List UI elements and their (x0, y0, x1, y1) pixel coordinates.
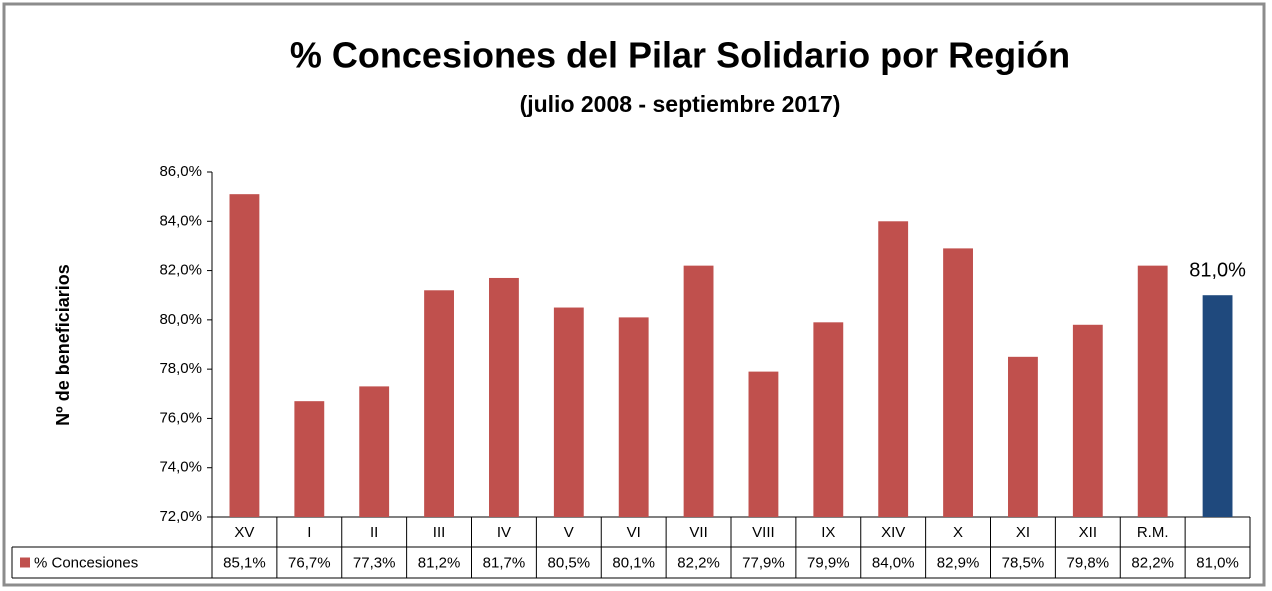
x-tick-label: XII (1079, 524, 1097, 541)
x-tick-label: XV (234, 524, 254, 541)
table-value: 78,5% (1002, 554, 1045, 571)
table-value: 77,3% (353, 554, 396, 571)
y-tick-label: 84,0% (159, 212, 202, 229)
chart-subtitle: (julio 2008 - septiembre 2017) (520, 91, 841, 117)
x-tick-label: III (433, 524, 446, 541)
table-value: 85,1% (223, 554, 266, 571)
bar (1072, 324, 1103, 517)
bar (1137, 265, 1168, 517)
bar (489, 277, 519, 517)
table-value: 79,8% (1067, 554, 1110, 571)
table-value: 80,5% (548, 554, 591, 571)
table-value: 76,7% (288, 554, 331, 571)
x-tick-label: IV (497, 524, 511, 541)
table-value: 81,7% (483, 554, 526, 571)
table-value: 77,9% (742, 554, 785, 571)
table-value: 81,2% (418, 554, 461, 571)
y-tick-label: 76,0% (159, 409, 202, 426)
x-tick-label: II (370, 524, 378, 541)
bar (553, 307, 584, 517)
y-axis-title: Nº de beneficiarios (53, 264, 73, 426)
table-value: 80,1% (612, 554, 655, 571)
bar (229, 194, 260, 517)
x-tick-label: I (307, 524, 311, 541)
chart-title: % Concesiones del Pilar Solidario por Re… (290, 35, 1070, 76)
legend-swatch (20, 557, 30, 568)
x-tick-label: X (953, 524, 963, 541)
table-value: 84,0% (872, 554, 915, 571)
bar (1008, 356, 1038, 517)
y-tick-label: 78,0% (159, 360, 202, 377)
bar (878, 221, 909, 518)
table-value: 79,9% (807, 554, 850, 571)
bar (943, 248, 973, 517)
y-tick-label: 72,0% (159, 508, 202, 525)
bar (748, 371, 779, 517)
x-tick-label: IX (821, 524, 835, 541)
bar (359, 386, 390, 517)
bar (618, 317, 649, 517)
bar (424, 290, 454, 517)
x-tick-label: XIV (881, 524, 905, 541)
y-tick-label: 74,0% (159, 459, 202, 476)
x-tick-label: VIII (752, 524, 775, 541)
x-tick-label: V (564, 524, 574, 541)
bar (1202, 295, 1233, 517)
x-tick-label: XI (1016, 524, 1030, 541)
x-tick-label: R.M. (1137, 524, 1169, 541)
bar (683, 265, 714, 517)
y-tick-label: 80,0% (159, 311, 202, 328)
table-value: 82,2% (1131, 554, 1174, 571)
y-tick-label: 82,0% (159, 262, 202, 279)
legend-label: % Concesiones (34, 554, 138, 571)
x-tick-label: VII (689, 524, 707, 541)
y-tick-label: 86,0% (159, 163, 202, 180)
bar (813, 322, 844, 517)
table-value: 82,2% (677, 554, 720, 571)
data-label: 81,0% (1189, 259, 1246, 281)
bar (294, 401, 325, 517)
table-value: 82,9% (937, 554, 980, 571)
x-tick-label: VI (627, 524, 641, 541)
table-value: 81,0% (1196, 554, 1239, 571)
